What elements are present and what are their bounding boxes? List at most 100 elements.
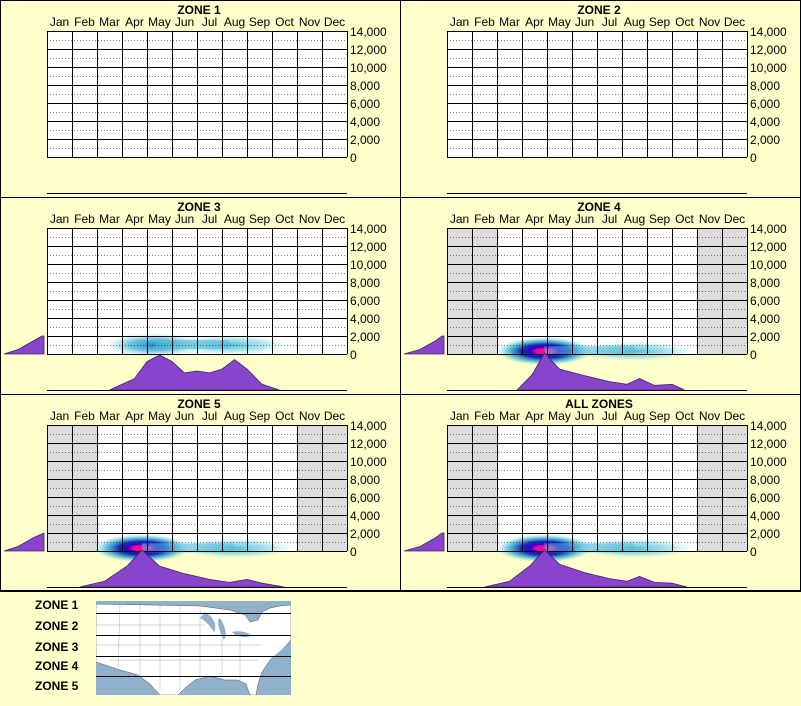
y-tick-label: 10,000	[750, 455, 787, 469]
month-label: May	[148, 15, 171, 29]
month-label: Feb	[74, 409, 95, 423]
y-tick-label: 0	[350, 348, 357, 362]
month-label: Apr	[525, 212, 544, 226]
shaded-month	[447, 425, 472, 551]
month-label: Jun	[175, 212, 194, 226]
month-label: Mar	[499, 212, 520, 226]
y-tick-label: 4,000	[750, 115, 780, 129]
month-label: Oct	[275, 409, 294, 423]
month-label: Jan	[450, 409, 469, 423]
y-tick-label: 14,000	[750, 419, 787, 433]
month-label: Jun	[575, 409, 594, 423]
y-tick-label: 6,000	[350, 294, 380, 308]
month-label: Feb	[474, 15, 495, 29]
y-tick-label: 0	[750, 545, 757, 559]
y-tick-label: 12,000	[350, 43, 387, 57]
elevation-profile	[403, 335, 445, 355]
panel-2: ZONE 2 Jan Feb Mar Apr May Jun Jul Aug Sep Oct Nov D…	[400, 0, 801, 198]
y-tick-label: 4,000	[350, 115, 380, 129]
shaded-month	[72, 425, 97, 551]
y-tick-label: 4,000	[350, 509, 380, 523]
month-label: Dec	[324, 15, 345, 29]
month-label: Apr	[525, 15, 544, 29]
shaded-month	[322, 425, 347, 551]
y-tick-label: 2,000	[350, 527, 380, 541]
zone-label-5: ZONE 5	[35, 679, 79, 693]
elevation-profile	[3, 532, 45, 552]
y-tick-label: 6,000	[350, 97, 380, 111]
month-label: Oct	[275, 15, 294, 29]
month-label: Apr	[525, 409, 544, 423]
zone-label-1: ZONE 1	[35, 598, 79, 612]
month-label: Mar	[99, 212, 120, 226]
y-tick-label: 8,000	[350, 79, 380, 93]
y-tick-label: 8,000	[350, 473, 380, 487]
heat-band	[544, 346, 635, 356]
month-label: Apr	[125, 15, 144, 29]
month-label: Sep	[649, 409, 671, 423]
month-label: Jul	[602, 212, 617, 226]
y-tick-label: 12,000	[750, 240, 787, 254]
y-tick-label: 10,000	[350, 455, 387, 469]
month-label: Nov	[699, 409, 720, 423]
panel-4: ZONE 4 Jan Feb Mar Apr May Jun Jul Aug Sep Oct Nov D…	[400, 197, 801, 395]
y-tick-label: 4,000	[750, 509, 780, 523]
panel-title: ZONE 3	[177, 200, 221, 214]
panel-title: ZONE 2	[577, 3, 621, 17]
month-label: Dec	[724, 409, 745, 423]
y-tick-label: 0	[350, 151, 357, 165]
month-label: Sep	[249, 15, 271, 29]
y-tick-label: 10,000	[350, 61, 387, 75]
month-label: Nov	[699, 15, 720, 29]
shaded-month	[722, 425, 747, 551]
y-tick-label: 14,000	[350, 222, 387, 236]
month-label: Aug	[224, 409, 245, 423]
shaded-month	[297, 425, 322, 551]
month-label: Aug	[624, 409, 645, 423]
month-label: Dec	[724, 212, 745, 226]
month-label: Jan	[50, 409, 69, 423]
month-label: Feb	[74, 212, 95, 226]
y-tick-label: 8,000	[750, 473, 780, 487]
month-label: Dec	[324, 212, 345, 226]
month-label: Nov	[299, 409, 320, 423]
month-label: Jan	[450, 212, 469, 226]
y-tick-label: 6,000	[750, 97, 780, 111]
month-label: Jun	[575, 212, 594, 226]
month-label: Jul	[202, 409, 217, 423]
month-label: Jul	[202, 212, 217, 226]
shaded-month	[472, 425, 497, 551]
heat-band	[544, 543, 635, 553]
month-label: Aug	[624, 212, 645, 226]
y-tick-label: 2,000	[750, 527, 780, 541]
panel-title: ZONE 1	[177, 3, 221, 17]
month-label: Jun	[175, 15, 194, 29]
y-tick-label: 2,000	[350, 133, 380, 147]
month-label: Jun	[175, 409, 194, 423]
panel-title: ALL ZONES	[565, 397, 633, 411]
panel-title: ZONE 5	[177, 397, 221, 411]
y-tick-label: 12,000	[750, 43, 787, 57]
seasonal-profile	[516, 352, 685, 391]
y-tick-label: 6,000	[750, 294, 780, 308]
month-label: Nov	[699, 212, 720, 226]
shaded-month	[47, 425, 72, 551]
month-label: Feb	[474, 409, 495, 423]
y-tick-label: 2,000	[750, 330, 780, 344]
y-tick-label: 14,000	[350, 419, 387, 433]
month-label: Mar	[99, 15, 120, 29]
month-label: Feb	[74, 15, 95, 29]
month-label: Aug	[624, 15, 645, 29]
y-tick-label: 14,000	[750, 222, 787, 236]
month-label: Jan	[50, 15, 69, 29]
month-label: Nov	[299, 212, 320, 226]
y-tick-label: 8,000	[350, 276, 380, 290]
month-label: Sep	[249, 212, 271, 226]
panel-title: ZONE 4	[577, 200, 621, 214]
y-tick-label: 4,000	[750, 312, 780, 326]
month-label: Jun	[575, 15, 594, 29]
y-tick-label: 0	[750, 151, 757, 165]
panel-3: ZONE 3 Jan Feb Mar Apr May Jun Jul Aug Sep Oct Nov D…	[0, 197, 401, 395]
month-label: Mar	[499, 409, 520, 423]
